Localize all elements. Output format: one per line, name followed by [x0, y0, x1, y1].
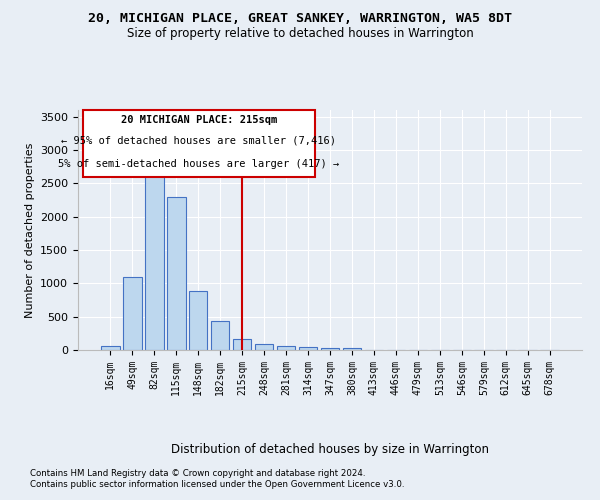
Text: 20, MICHIGAN PLACE, GREAT SANKEY, WARRINGTON, WA5 8DT: 20, MICHIGAN PLACE, GREAT SANKEY, WARRIN…	[88, 12, 512, 26]
Bar	[343, 348, 361, 350]
Bar	[101, 346, 119, 350]
Bar	[299, 346, 317, 350]
Bar	[123, 276, 142, 350]
Bar	[211, 322, 229, 350]
Text: 20 MICHIGAN PLACE: 215sqm: 20 MICHIGAN PLACE: 215sqm	[121, 115, 277, 125]
Text: Size of property relative to detached houses in Warrington: Size of property relative to detached ho…	[127, 28, 473, 40]
Bar	[320, 348, 340, 350]
Bar	[145, 168, 164, 350]
Text: Distribution of detached houses by size in Warrington: Distribution of detached houses by size …	[171, 442, 489, 456]
Bar	[255, 344, 274, 350]
Bar	[277, 346, 295, 350]
Text: Contains public sector information licensed under the Open Government Licence v3: Contains public sector information licen…	[30, 480, 404, 489]
Text: Contains HM Land Registry data © Crown copyright and database right 2024.: Contains HM Land Registry data © Crown c…	[30, 468, 365, 477]
Bar	[233, 339, 251, 350]
FancyBboxPatch shape	[83, 110, 315, 177]
Bar	[189, 292, 208, 350]
Text: 5% of semi-detached houses are larger (417) →: 5% of semi-detached houses are larger (4…	[58, 159, 340, 169]
Y-axis label: Number of detached properties: Number of detached properties	[25, 142, 35, 318]
Text: ← 95% of detached houses are smaller (7,416): ← 95% of detached houses are smaller (7,…	[61, 135, 337, 145]
Bar	[167, 196, 185, 350]
